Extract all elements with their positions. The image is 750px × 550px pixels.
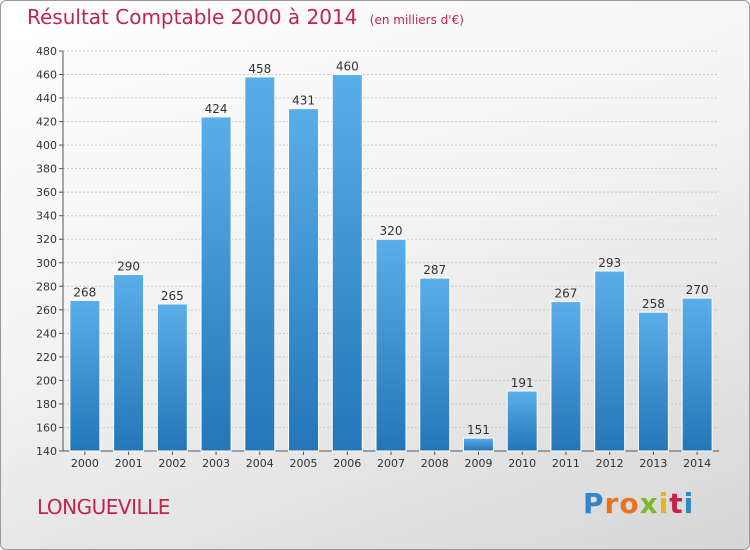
x-tick-label: 2012 — [596, 457, 624, 470]
y-tick-label: 140 — [36, 445, 57, 458]
y-tick-label: 340 — [36, 210, 57, 223]
data-label: 458 — [248, 62, 271, 76]
bar — [244, 76, 276, 452]
logo-letter: r — [604, 487, 620, 520]
y-tick-label: 180 — [36, 398, 57, 411]
bar — [506, 390, 538, 452]
y-tick-label: 360 — [36, 186, 57, 199]
logo-letter: i — [683, 487, 695, 520]
x-tick-label: 2001 — [115, 457, 143, 470]
data-label: 287 — [423, 263, 446, 277]
bar — [156, 303, 188, 452]
x-tick-label: 2014 — [683, 457, 711, 470]
bars — [69, 74, 713, 452]
data-labels: 268 290 265 424 458 431 460 320 287 151 191 267 293 2… — [73, 60, 708, 438]
logo-letter: x — [639, 487, 659, 520]
logo-letter: t — [669, 487, 684, 520]
chart-title-text: Résultat Comptable 2000 à 2014 — [27, 5, 358, 29]
data-label: 460 — [336, 60, 359, 74]
bar — [681, 297, 713, 452]
y-tick-label: 320 — [36, 233, 57, 246]
y-tick-label: 400 — [36, 139, 57, 152]
bar — [113, 274, 145, 452]
y-tick-label: 420 — [36, 116, 57, 129]
data-label: 270 — [686, 283, 709, 297]
bar — [69, 299, 101, 452]
chart-subtitle: (en milliers d'€) — [369, 13, 464, 27]
bar — [462, 437, 494, 452]
commune-name: LONGUEVILLE — [37, 495, 170, 519]
y-tick-label: 300 — [36, 257, 57, 270]
logo-letter: P — [583, 487, 605, 520]
data-label: 268 — [73, 285, 96, 299]
data-label: 320 — [380, 224, 403, 238]
logo-letter: o — [619, 487, 640, 520]
x-tick-label: 2013 — [639, 457, 667, 470]
data-label: 265 — [161, 289, 184, 303]
y-tick-label: 220 — [36, 351, 57, 364]
x-tick-label: 2007 — [377, 457, 405, 470]
x-tick-label: 2006 — [333, 457, 361, 470]
y-tick-label: 440 — [36, 92, 57, 105]
x-tick-label: 2004 — [246, 457, 274, 470]
data-label: 431 — [292, 94, 315, 108]
bar — [375, 238, 407, 452]
bar — [419, 277, 451, 452]
x-tick-label: 2009 — [464, 457, 492, 470]
data-label: 151 — [467, 423, 490, 437]
x-tick-label: 2003 — [202, 457, 230, 470]
y-tick-label: 480 — [36, 45, 57, 58]
y-tick-label: 380 — [36, 163, 57, 176]
chart-title: Résultat Comptable 2000 à 2014 (en milli… — [27, 5, 464, 29]
bar — [637, 311, 669, 452]
y-tick-label: 460 — [36, 69, 57, 82]
y-tick-label: 200 — [36, 374, 57, 387]
axes: 140 160 180 200 220 240 260 280 300 320 340 360 380 4… — [36, 45, 719, 470]
x-tick-label: 2002 — [158, 457, 186, 470]
bar — [550, 301, 582, 452]
data-label: 258 — [642, 297, 665, 311]
y-tick-label: 260 — [36, 304, 57, 317]
bar — [288, 108, 320, 452]
bar — [200, 116, 232, 452]
data-label: 267 — [554, 287, 577, 301]
x-tick-label: 2011 — [552, 457, 580, 470]
logo-letter: i — [658, 487, 670, 520]
y-tick-label: 240 — [36, 327, 57, 340]
data-label: 191 — [511, 376, 534, 390]
y-tick-label: 280 — [36, 280, 57, 293]
x-tick-label: 2000 — [71, 457, 99, 470]
data-label: 290 — [117, 260, 140, 274]
bar — [594, 270, 626, 452]
y-tick-label: 160 — [36, 421, 57, 434]
data-label: 424 — [205, 102, 228, 116]
x-tick-label: 2010 — [508, 457, 536, 470]
proxiti-logo: Proxiti — [583, 487, 694, 520]
x-tick-label: 2008 — [421, 457, 449, 470]
bar — [331, 74, 363, 452]
x-tick-label: 2005 — [290, 457, 318, 470]
data-label: 293 — [598, 256, 621, 270]
